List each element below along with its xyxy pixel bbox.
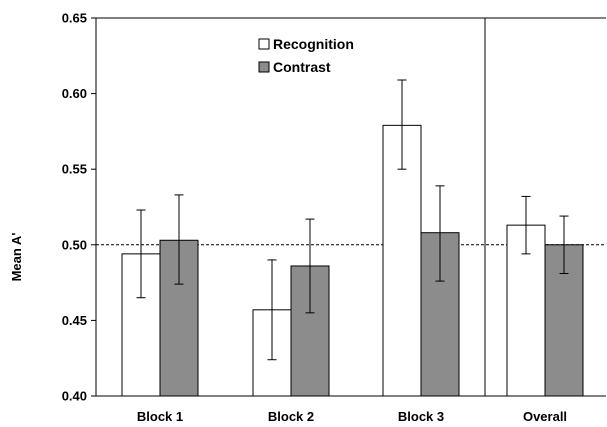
error-bars — [136, 79, 569, 361]
legend-label-recognition: Recognition — [273, 36, 354, 52]
y-tick-label: 0.55 — [62, 162, 87, 177]
bar-contrast-overall — [544, 244, 584, 397]
y-axis-ticks: 0.40 0.45 0.50 0.55 0.60 0.65 — [62, 11, 96, 404]
x-tick-label: Block 2 — [268, 409, 314, 424]
legend: Recognition Contrast — [258, 36, 354, 75]
x-axis-ticks: Block 1 Block 2 Block 3 Overall — [137, 409, 567, 424]
x-tick-label: Block 3 — [398, 409, 444, 424]
y-axis-title: Mean A' — [9, 233, 24, 282]
x-tick-label: Overall — [523, 409, 567, 424]
y-tick-label: 0.50 — [62, 237, 87, 252]
y-tick-label: 0.65 — [62, 11, 87, 26]
x-tick-label: Block 1 — [137, 409, 183, 424]
plot-frame — [95, 17, 606, 397]
bars — [121, 124, 584, 397]
legend-swatch-contrast — [258, 61, 270, 73]
bar-recognition-block-3 — [382, 124, 422, 397]
legend-swatch-recognition — [258, 38, 270, 50]
y-tick-label: 0.40 — [62, 389, 87, 404]
bar-contrast-block-3 — [420, 232, 460, 397]
y-tick-label: 0.60 — [62, 86, 87, 101]
legend-label-contrast: Contrast — [273, 59, 331, 75]
y-tick-label: 0.45 — [62, 313, 87, 328]
